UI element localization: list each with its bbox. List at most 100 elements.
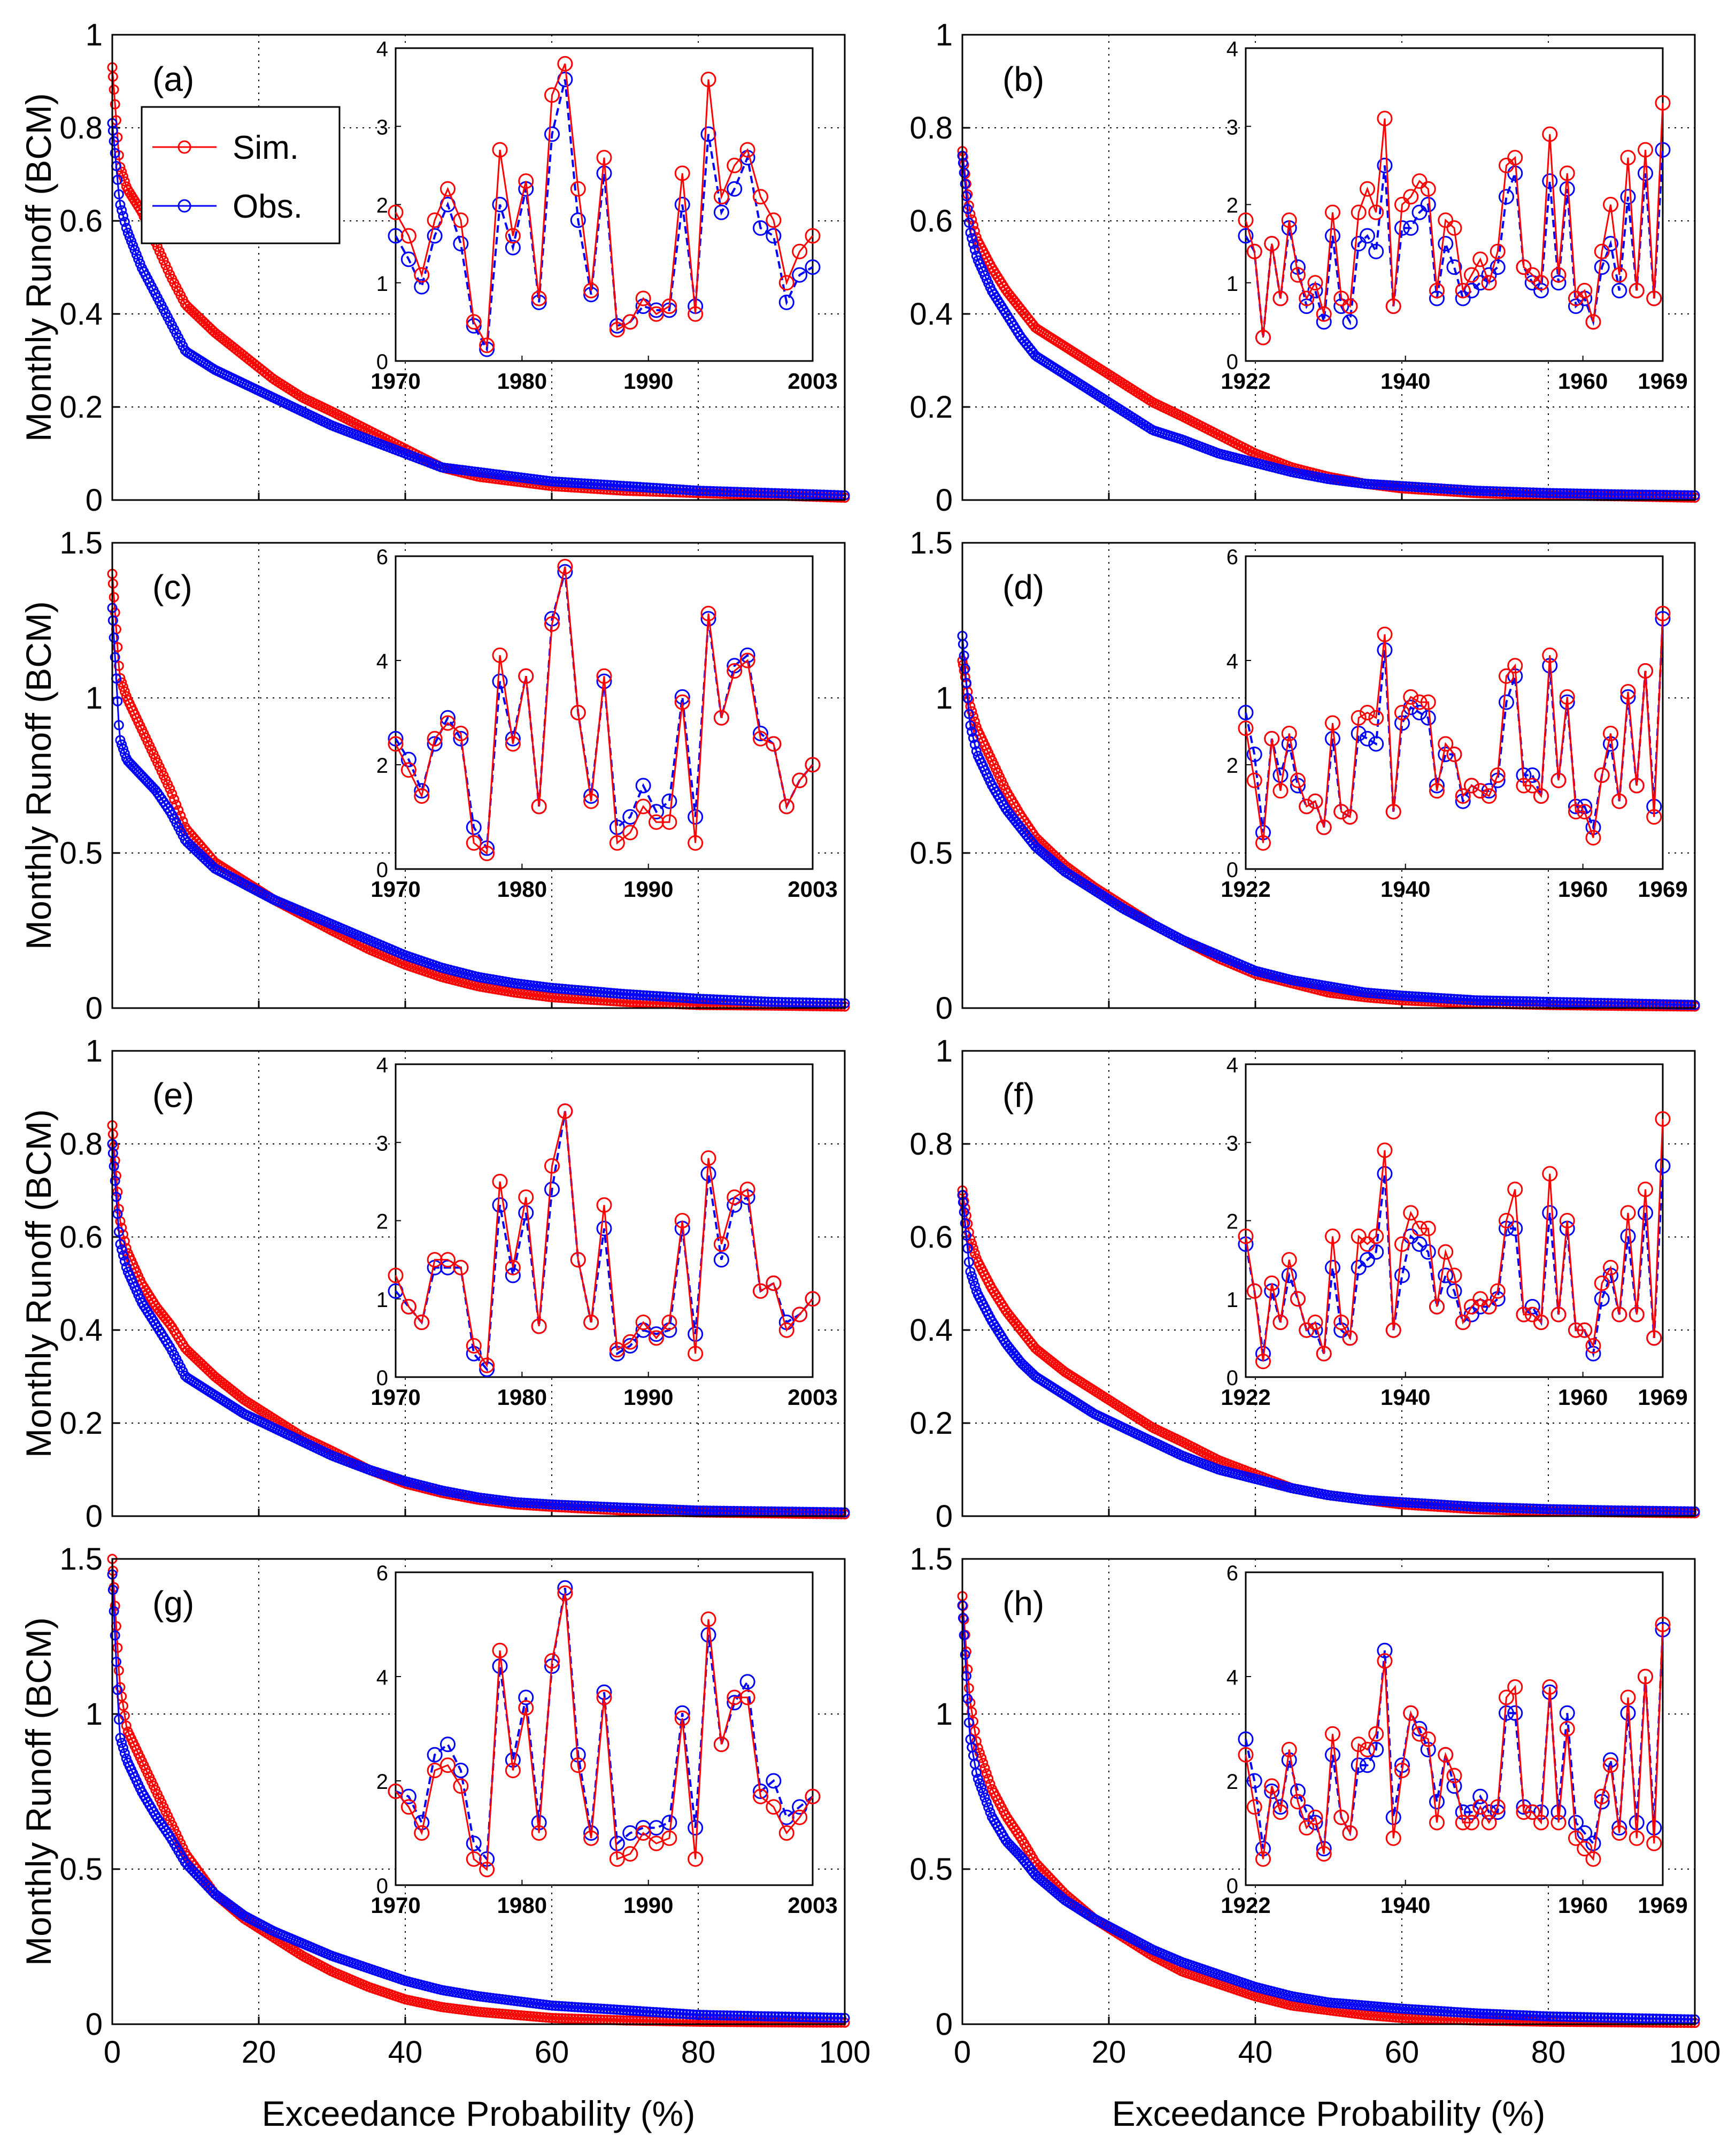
panel-label: (f) [1002, 1076, 1035, 1115]
y-tick-label: 0 [936, 991, 953, 1026]
inset-sim-point [1594, 243, 1610, 259]
inset-sim-point [622, 314, 638, 330]
data-point [1410, 481, 1421, 492]
data-point [759, 996, 770, 1007]
data-point [115, 199, 126, 210]
data-point [1647, 489, 1658, 500]
data-point [1672, 1000, 1683, 1010]
inset-sim-point [1281, 726, 1297, 741]
data-point [787, 488, 798, 499]
data-point [701, 486, 712, 496]
data-point [1528, 487, 1539, 498]
inset-sim-point [1550, 267, 1567, 283]
data-point [962, 204, 973, 214]
panel-label: (b) [1002, 60, 1044, 98]
inset-obs-point [1394, 220, 1410, 236]
inset-sim-point [713, 189, 729, 205]
inset-sim-point [1455, 282, 1471, 298]
panel-label: (d) [1002, 568, 1044, 606]
data-point [678, 993, 689, 1003]
inset-obs-point [427, 228, 443, 244]
data-point [612, 988, 622, 999]
data-point [797, 489, 808, 499]
y-tick-label: 0.4 [909, 297, 953, 332]
data-point [1397, 990, 1408, 1001]
data-point [1679, 1000, 1689, 1010]
data-point [681, 993, 692, 1003]
inset-obs-point [1238, 228, 1254, 244]
inset-sim-point [1603, 197, 1618, 212]
inset-obs-point [1542, 173, 1558, 189]
data-point [110, 148, 120, 158]
data-point [1599, 489, 1610, 499]
inset-sim-point [622, 825, 638, 841]
inset-sim-point [1542, 647, 1558, 663]
data-point [695, 994, 705, 1004]
data-point [582, 478, 593, 489]
inset-sim-point [1299, 290, 1315, 306]
inset-sim-point [466, 835, 482, 851]
data-point [1498, 486, 1509, 497]
data-point [776, 488, 787, 499]
data-point [1478, 995, 1489, 1006]
inset-y-tick-label: 3 [1226, 1132, 1238, 1155]
data-point [708, 994, 719, 1005]
inset-obs-point [1620, 189, 1636, 205]
data-point [712, 994, 722, 1005]
data-point [790, 997, 801, 1008]
data-point [119, 176, 130, 187]
data-point [1592, 489, 1603, 499]
data-point [547, 982, 558, 993]
series-sim [107, 62, 850, 503]
data-point [654, 483, 665, 494]
data-point [1626, 489, 1637, 500]
inset-sim-point [531, 290, 547, 306]
data-point [960, 663, 970, 674]
data-point [118, 743, 128, 754]
data-point [1488, 486, 1499, 497]
data-point [749, 996, 760, 1006]
data-point [1568, 997, 1579, 1008]
data-point [573, 478, 583, 488]
data-point [1515, 996, 1525, 1006]
inset-obs-point [1568, 798, 1584, 814]
data-point [675, 484, 685, 495]
data-point [1606, 489, 1617, 499]
data-point [621, 481, 632, 491]
inset-sim-point [1385, 298, 1401, 314]
data-point [770, 488, 781, 498]
data-point [1494, 995, 1505, 1006]
data-point [1616, 489, 1627, 500]
inset-obs-point [492, 197, 508, 212]
inset-y-tick-label: 2 [376, 1210, 388, 1234]
inset-obs-point [1411, 705, 1428, 720]
inset-sim-point [609, 835, 625, 851]
inset-y-tick-label: 2 [376, 1770, 388, 1794]
data-point [804, 997, 815, 1008]
data-point [1555, 997, 1565, 1008]
data-point [560, 983, 570, 994]
inset-sim-point [1429, 282, 1445, 298]
data-point [1468, 995, 1479, 1005]
inset-sim-point [609, 322, 625, 337]
data-point [1459, 485, 1469, 495]
inset-sim-point [570, 181, 586, 197]
data-point [569, 985, 580, 995]
data-point [671, 484, 682, 495]
inset-obs-point [649, 804, 664, 820]
data-point [1403, 991, 1414, 1002]
inset-y-tick-label: 6 [376, 545, 388, 569]
panel-label: (g) [152, 1584, 194, 1623]
y-tick-label: 1 [936, 1034, 953, 1069]
inset-sim-point [1272, 290, 1289, 306]
x-tick-label: 40 [388, 2035, 423, 2070]
data-point [1416, 482, 1427, 493]
y-tick-label: 1 [86, 18, 103, 52]
data-point [1362, 987, 1373, 998]
inset-sim-point [727, 157, 743, 173]
inset-obs-point [414, 279, 430, 295]
data-point [759, 488, 770, 498]
inset-obs-point [1429, 778, 1445, 794]
inset-y-tick-label: 1 [1226, 1288, 1238, 1312]
